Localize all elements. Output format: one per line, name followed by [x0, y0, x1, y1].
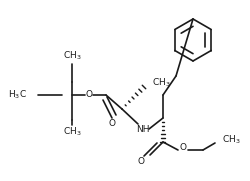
Text: O: O [108, 119, 115, 127]
Text: O: O [137, 157, 144, 165]
Text: H$_3$C: H$_3$C [8, 89, 27, 101]
Text: CH$_3$: CH$_3$ [152, 77, 170, 89]
Text: O: O [179, 142, 186, 151]
Text: CH$_3$: CH$_3$ [62, 126, 81, 138]
Text: O: O [85, 90, 92, 100]
Text: CH$_3$: CH$_3$ [62, 50, 81, 62]
Text: CH$_3$: CH$_3$ [221, 134, 240, 146]
Text: NH: NH [136, 125, 149, 134]
